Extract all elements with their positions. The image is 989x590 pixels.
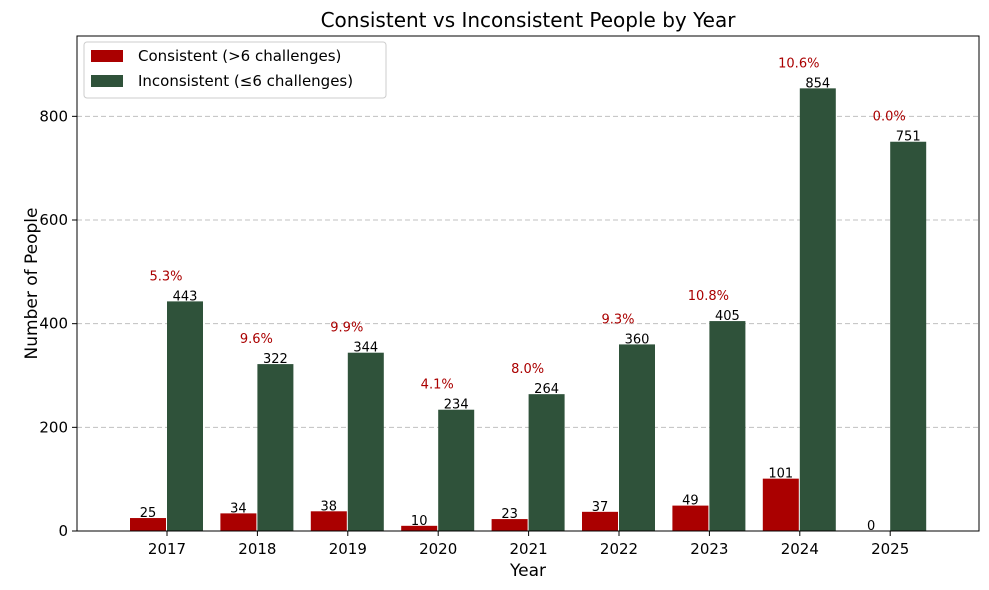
x-axis: 2017 2018 2019 2020 2021 2022 2023 2024 2025 <box>148 531 909 558</box>
percent-label-2019: 9.9% <box>330 321 363 336</box>
value-label-consistent-2018: 34 <box>230 501 247 516</box>
legend-swatch <box>91 50 123 62</box>
x-tick-label: 2022 <box>600 540 638 558</box>
bar-consistent-2020 <box>401 525 438 531</box>
x-tick-label: 2020 <box>419 540 457 558</box>
y-axis-label: Number of People <box>22 208 42 360</box>
x-tick-label: 2021 <box>510 540 548 558</box>
x-tick-label: 2017 <box>148 540 186 558</box>
bar-consistent-2017 <box>130 518 166 531</box>
bar-consistent-2019 <box>310 511 347 531</box>
bar-inconsistent-2024 <box>799 88 836 532</box>
value-label-inconsistent-2025: 751 <box>896 130 921 145</box>
legend-swatch <box>91 75 123 87</box>
x-tick-label: 2019 <box>329 540 367 558</box>
x-tick-label: 2023 <box>690 540 728 558</box>
bar-consistent-2022 <box>582 511 618 531</box>
value-label-inconsistent-2017: 443 <box>173 289 198 304</box>
y-tick-label: 800 <box>39 107 68 125</box>
y-tick-label: 600 <box>39 211 68 229</box>
value-label-inconsistent-2018: 322 <box>263 352 288 367</box>
percent-label-2022: 9.3% <box>601 312 634 327</box>
percent-label-2023: 10.8% <box>688 289 729 304</box>
bar-inconsistent-2025 <box>890 141 927 531</box>
percent-label-2018: 9.6% <box>240 332 273 347</box>
percent-label-2017: 5.3% <box>149 269 182 284</box>
bar-inconsistent-2019 <box>347 352 384 531</box>
legend-label: Inconsistent (≤6 challenges) <box>138 72 353 90</box>
legend-box <box>83 41 387 99</box>
value-label-consistent-2019: 38 <box>321 499 338 514</box>
y-tick-label: 200 <box>39 418 68 436</box>
bar-consistent-2024 <box>762 478 799 531</box>
x-axis-label: Year <box>509 561 546 581</box>
x-tick-label: 2024 <box>781 540 819 558</box>
y-tick-label: 400 <box>39 315 68 333</box>
bar-inconsistent-2021 <box>528 394 565 531</box>
value-label-consistent-2021: 23 <box>501 507 518 522</box>
bar-inconsistent-2018 <box>257 364 294 531</box>
value-label-inconsistent-2021: 264 <box>534 382 559 397</box>
y-axis: 0 200 400 600 800 <box>39 107 77 540</box>
value-label-consistent-2020: 10 <box>411 514 428 529</box>
x-tick-label: 2018 <box>238 540 276 558</box>
plot-frame <box>76 35 980 532</box>
bar-consistent-2021 <box>491 519 528 531</box>
y-tick-label: 0 <box>58 522 68 540</box>
bar-consistent-2018 <box>220 513 257 531</box>
value-label-consistent-2022: 37 <box>592 500 609 515</box>
bar-inconsistent-2023 <box>709 321 746 531</box>
value-label-consistent-2023: 49 <box>682 494 699 509</box>
value-label-consistent-2025: 0 <box>867 519 875 534</box>
grid-layer <box>77 115 979 428</box>
bar-inconsistent-2022 <box>619 344 655 531</box>
legend: Consistent (>6 challenges) Inconsistent (… <box>83 41 387 99</box>
value-label-inconsistent-2019: 344 <box>353 341 378 356</box>
value-label-inconsistent-2024: 854 <box>805 76 830 91</box>
bar-inconsistent-2017 <box>167 301 203 531</box>
bar-inconsistent-2020 <box>438 409 475 531</box>
bars-layer <box>130 88 927 532</box>
value-label-inconsistent-2022: 360 <box>625 332 650 347</box>
value-label-inconsistent-2020: 234 <box>444 398 469 413</box>
percent-label-2024: 10.6% <box>778 56 819 71</box>
value-label-inconsistent-2023: 405 <box>715 309 740 324</box>
chart-title: Consistent vs Inconsistent People by Yea… <box>321 8 737 32</box>
bar-consistent-2023 <box>672 505 709 531</box>
percent-label-2020: 4.1% <box>421 378 454 393</box>
value-label-consistent-2024: 101 <box>768 467 793 482</box>
x-tick-label: 2025 <box>871 540 909 558</box>
value-label-consistent-2017: 25 <box>140 506 157 521</box>
percent-label-2025: 0.0% <box>873 110 906 125</box>
percent-label-2021: 8.0% <box>511 362 544 377</box>
legend-label: Consistent (>6 challenges) <box>138 47 341 65</box>
labels-layer: 25 443 5.3% 34 322 9.6% 38 344 9.9% 10 234 4.1% 23 26… <box>140 56 921 534</box>
